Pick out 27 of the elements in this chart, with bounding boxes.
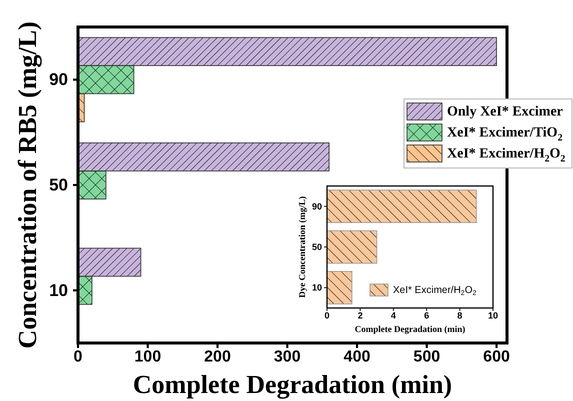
- y-axis-title: Dye Concentration (mg/L): [297, 196, 307, 298]
- x-tick-label: 0: [324, 310, 330, 320]
- y-tick-label: 10: [312, 282, 322, 293]
- x-axis-title: Complete Degradation (min): [354, 324, 466, 334]
- y-tick-label: 10: [49, 280, 68, 300]
- x-tick-label: 8: [457, 310, 462, 320]
- x-tick-label: 10: [488, 310, 498, 320]
- legend-label: XeI* Excimer/H$_{2}$O$_{2}$: [447, 146, 566, 164]
- y-tick-label: 50: [49, 176, 68, 194]
- y-axis-title: Concentration of RB5 (mg/L): [13, 21, 42, 349]
- x-tick-label: 600: [483, 348, 510, 366]
- legend-label: Only XeI* Excimer: [447, 104, 563, 119]
- legend-label: XeI* Excimer/H$_{2}$O$_{2}$: [393, 284, 476, 297]
- x-tick-label: 4: [390, 310, 396, 320]
- x-tick-label: 6: [424, 310, 430, 320]
- x-tick-label: 400: [344, 348, 370, 366]
- x-tick-label: 300: [274, 348, 301, 366]
- x-tick-label: 500: [413, 348, 440, 366]
- x-tick-label: 2: [358, 310, 363, 320]
- x-tick-label: 200: [204, 348, 231, 366]
- y-tick-label: 50: [312, 242, 322, 252]
- y-tick-label: 90: [312, 201, 322, 212]
- y-tick-label: 90: [49, 70, 68, 90]
- x-tick-label: 100: [134, 348, 162, 366]
- x-tick-label: 0: [74, 348, 83, 366]
- legend-label: XeI* Excimer/TiO$_{2}$: [447, 125, 563, 144]
- x-axis-title: Complete Degradation (min): [132, 370, 452, 399]
